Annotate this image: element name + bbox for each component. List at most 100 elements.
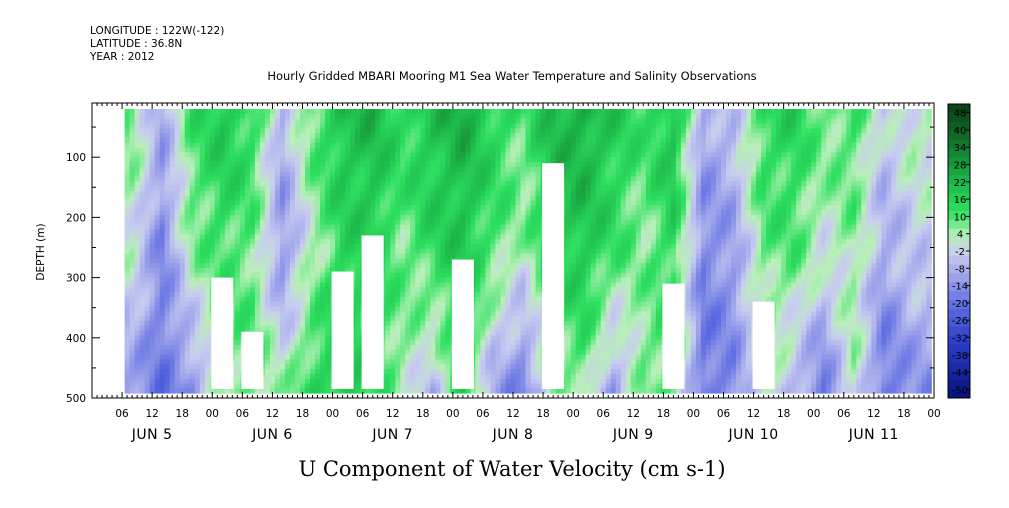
heatmap-cell	[129, 229, 135, 235]
heatmap-cell	[249, 109, 256, 115]
heatmap-cell	[390, 142, 396, 148]
heatmap-cell	[375, 152, 381, 158]
heatmap-cell	[490, 186, 496, 192]
heatmap-cell	[239, 239, 246, 245]
heatmap-cell	[269, 373, 276, 380]
heatmap-cell	[385, 224, 391, 230]
heatmap-cell	[400, 205, 406, 211]
heatmap-cell	[159, 181, 166, 187]
heatmap-cell	[365, 229, 371, 235]
heatmap-cell	[249, 248, 256, 254]
heatmap-cell	[219, 253, 226, 259]
heatmap-cell	[425, 142, 431, 148]
heatmap-cell	[214, 224, 221, 230]
heatmap-cell	[515, 373, 521, 380]
heatmap-cell	[144, 320, 151, 327]
heatmap-cell	[495, 109, 501, 115]
heatmap-cell	[159, 373, 166, 380]
heatmap-cell	[500, 272, 506, 278]
heatmap-cell	[244, 190, 251, 197]
heatmap-cell	[470, 219, 476, 226]
heatmap-cell	[315, 388, 321, 394]
heatmap-cell	[485, 378, 491, 384]
heatmap-cell	[420, 147, 426, 153]
heatmap-cell	[475, 128, 481, 134]
heatmap-cell	[500, 109, 506, 115]
heatmap-cell	[174, 214, 181, 221]
heatmap-cell	[149, 152, 156, 158]
heatmap-cell	[405, 190, 411, 197]
heatmap-cell	[144, 133, 151, 139]
heatmap-cell	[289, 263, 296, 269]
heatmap-cell	[510, 128, 516, 134]
heatmap-cell	[450, 200, 456, 206]
heatmap-cell	[355, 205, 361, 211]
heatmap-cell	[405, 219, 411, 226]
heatmap-cell	[294, 176, 301, 182]
heatmap-cell	[545, 123, 551, 129]
heatmap-cell	[340, 248, 346, 254]
heatmap-cell	[320, 176, 326, 182]
heatmap-cell	[375, 181, 381, 187]
heatmap-cell	[239, 301, 246, 307]
heatmap-cell	[525, 118, 531, 124]
heatmap-cell	[310, 181, 316, 187]
heatmap-cell	[435, 224, 441, 230]
heatmap-cell	[435, 383, 441, 389]
heatmap-cell	[465, 118, 471, 124]
heatmap-cell	[515, 282, 521, 288]
heatmap-cell	[395, 282, 401, 288]
heatmap-cell	[320, 258, 326, 264]
heatmap-cell	[289, 378, 296, 384]
heatmap-cell	[510, 253, 516, 259]
heatmap-cell	[134, 282, 141, 288]
heatmap-cell	[269, 214, 276, 221]
heatmap-cell	[204, 162, 211, 168]
heatmap-cell	[435, 292, 441, 298]
heatmap-cell	[400, 383, 406, 389]
heatmap-cell	[355, 162, 361, 168]
heatmap-cell	[134, 186, 141, 192]
heatmap-cell	[284, 123, 291, 129]
heatmap-cell	[320, 113, 326, 120]
heatmap-cell	[164, 277, 171, 283]
heatmap-cell	[219, 219, 226, 226]
heatmap-cell	[500, 200, 506, 206]
heatmap-cell	[470, 128, 476, 134]
heatmap-cell	[430, 359, 436, 365]
heatmap-cell	[395, 292, 401, 298]
heatmap-cell	[345, 171, 351, 177]
heatmap-cell	[530, 248, 536, 254]
heatmap-cell	[219, 147, 226, 153]
heatmap-cell	[325, 195, 331, 201]
heatmap-cell	[159, 263, 166, 269]
heatmap-cell	[279, 248, 286, 254]
heatmap-cell	[139, 133, 146, 139]
heatmap-cell	[154, 373, 161, 380]
heatmap-cell	[515, 349, 521, 356]
heatmap-cell	[390, 263, 396, 269]
heatmap-cell	[179, 272, 186, 278]
heatmap-cell	[194, 253, 201, 259]
heatmap-cell	[189, 301, 196, 307]
heatmap-cell	[500, 282, 506, 288]
heatmap-cell	[530, 306, 536, 312]
heatmap-cell	[315, 316, 321, 322]
heatmap-cell	[204, 157, 211, 163]
heatmap-cell	[269, 152, 276, 158]
heatmap-cell	[425, 195, 431, 201]
heatmap-cell	[310, 128, 316, 134]
heatmap-cell	[169, 253, 176, 259]
heatmap-cell	[400, 359, 406, 365]
heatmap-cell	[475, 248, 481, 254]
heatmap-cell	[420, 349, 426, 356]
heatmap-cell	[154, 128, 161, 134]
heatmap-cell	[305, 166, 311, 173]
heatmap-cell	[425, 349, 431, 356]
heatmap-cell	[495, 195, 501, 201]
heatmap-cell	[325, 205, 331, 211]
heatmap-cell	[129, 176, 135, 182]
heatmap-cell	[500, 287, 506, 293]
heatmap-cell	[174, 248, 181, 254]
heatmap-cell	[435, 258, 441, 264]
